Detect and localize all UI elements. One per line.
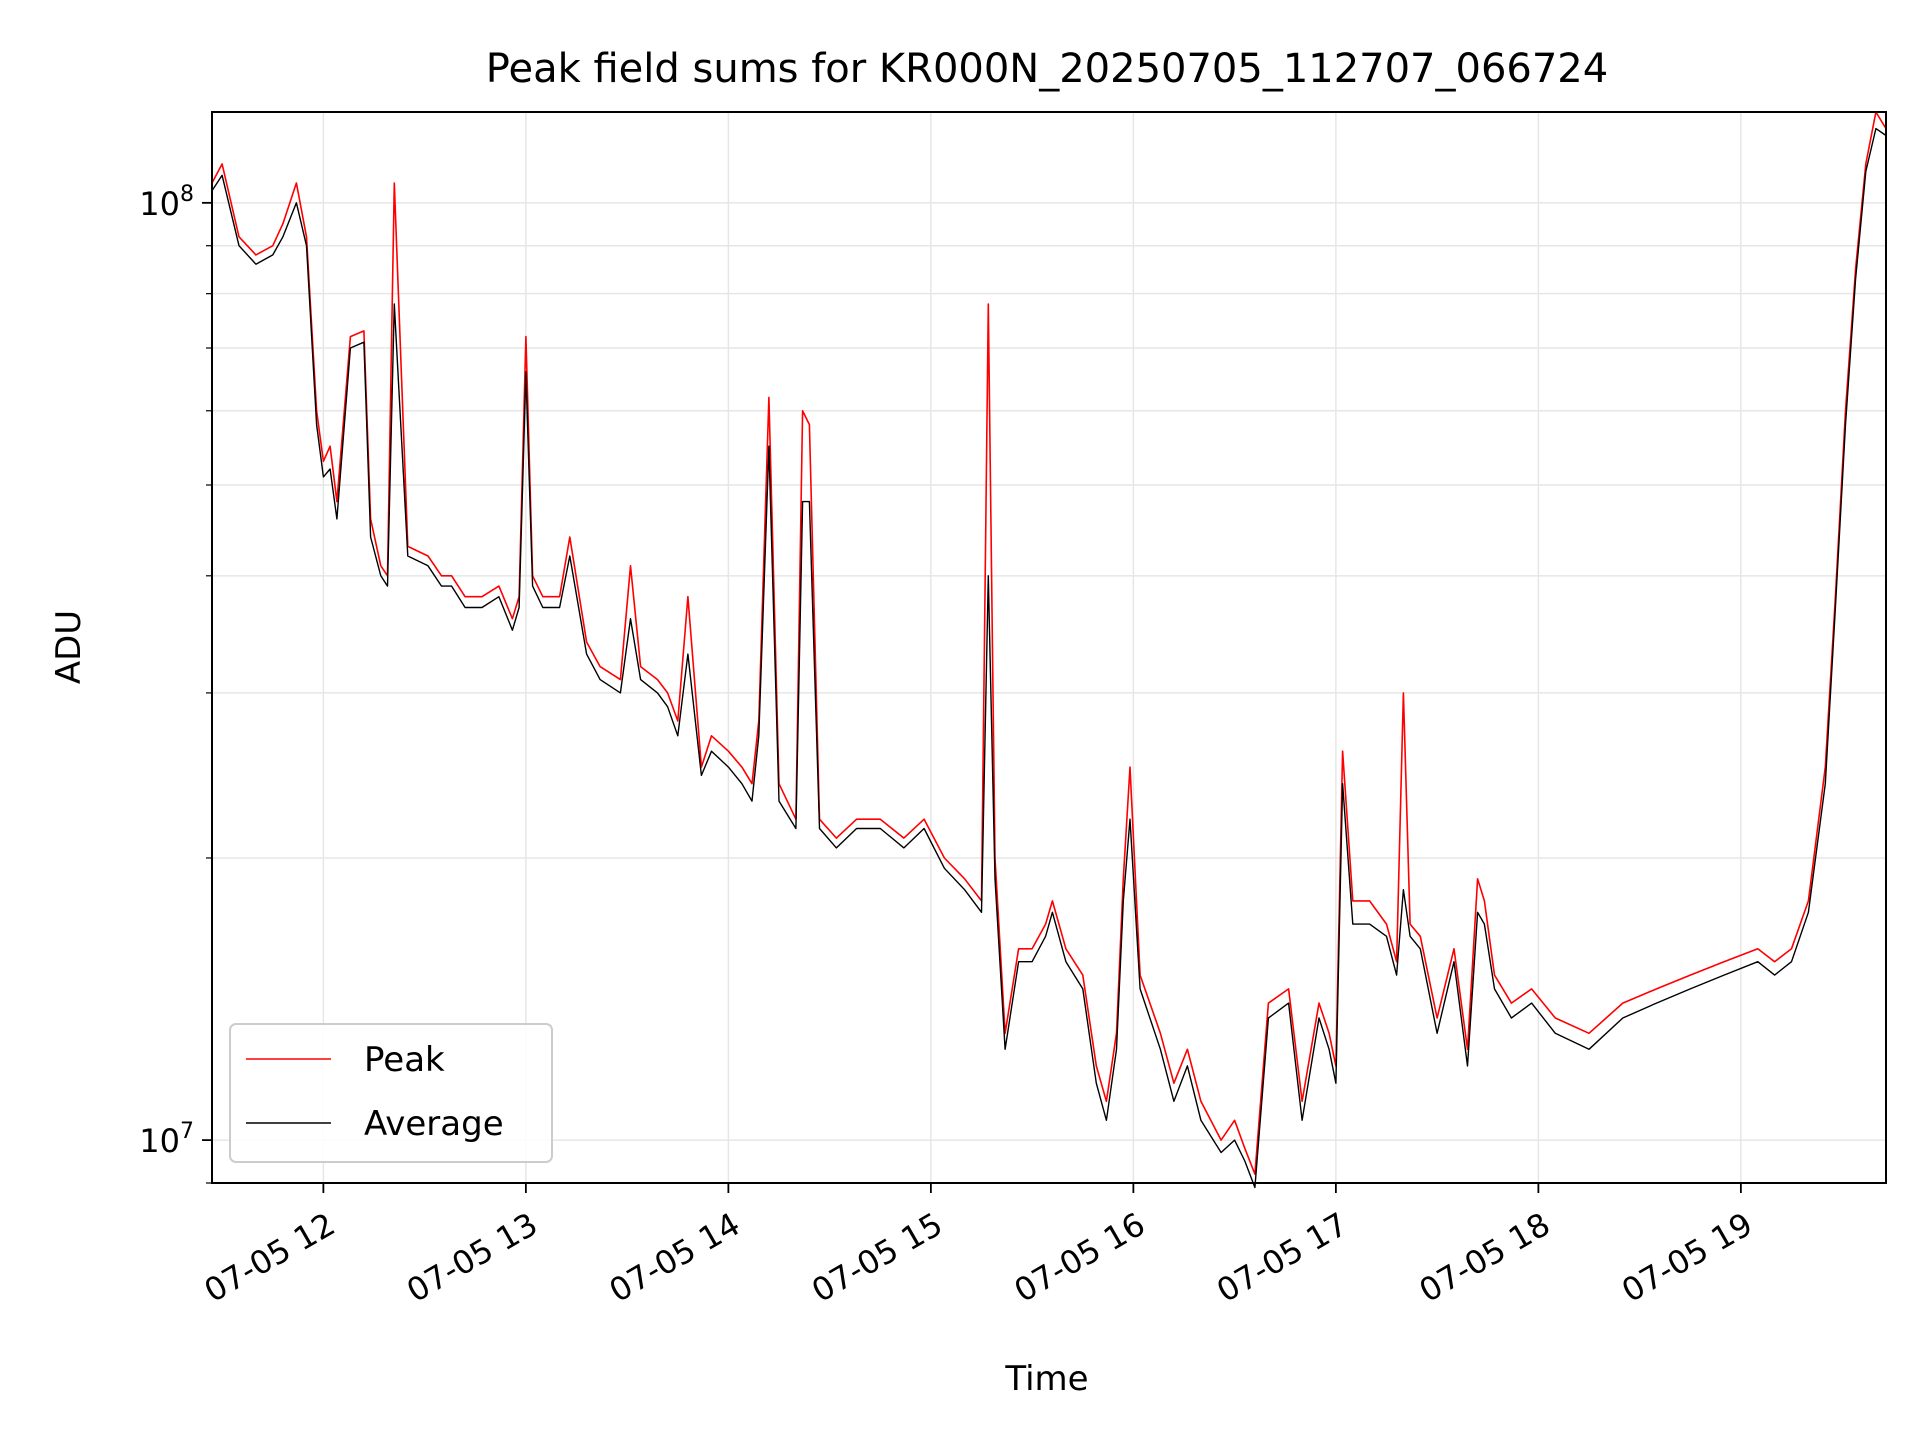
y-axis-label: ADU xyxy=(49,610,89,684)
y-tick-exponent: 7 xyxy=(180,1119,194,1144)
series-layer xyxy=(211,111,1887,1189)
y-tick-label: 107 xyxy=(139,1119,194,1160)
y-tick-label: 108 xyxy=(139,182,194,223)
x-axis-label: Time xyxy=(1004,1359,1088,1399)
y-tick-base: 10 xyxy=(139,1122,180,1160)
y-tick-exponent: 8 xyxy=(180,182,194,207)
chart-title: Peak field sums for KR000N_20250705_1127… xyxy=(486,46,1608,92)
legend-label-average: Average xyxy=(364,1104,504,1144)
plot-frame xyxy=(211,111,1887,1184)
y-tick-base: 10 xyxy=(139,185,180,223)
legend-label-peak: Peak xyxy=(364,1040,445,1080)
series-line-peak xyxy=(211,111,1887,1175)
series-line-average xyxy=(211,127,1887,1189)
legend: Peak Average xyxy=(229,1023,553,1163)
